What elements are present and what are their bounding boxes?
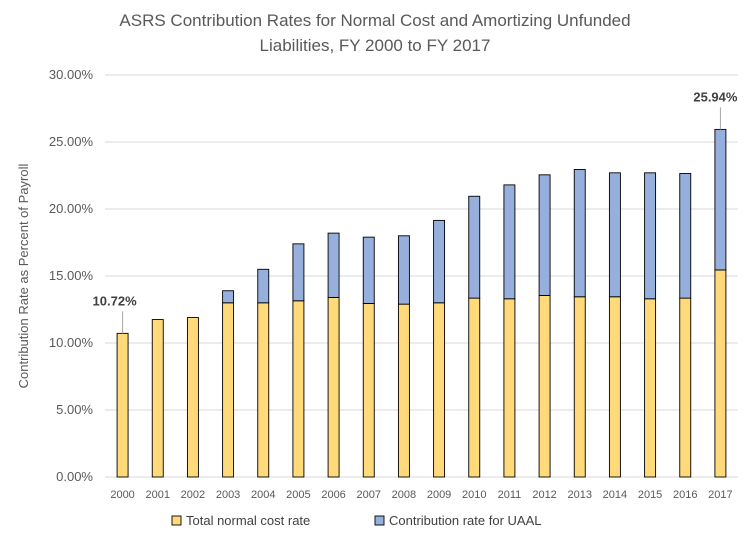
y-tick-label: 20.00% <box>49 201 94 216</box>
y-tick-label: 15.00% <box>49 268 94 283</box>
legend-label-2: Contribution rate for UAAL <box>389 513 541 528</box>
legend-label-1: Total normal cost rate <box>186 513 310 528</box>
bar-normal-cost-2017 <box>714 269 727 478</box>
y-tick-label: 30.00% <box>49 67 94 82</box>
x-tick-label: 2001 <box>146 489 170 501</box>
bar-normal-cost-2010 <box>468 297 481 478</box>
bar-normal-cost-2007 <box>362 303 375 478</box>
x-tick-label: 2005 <box>286 489 310 501</box>
y-tick-label: 5.00% <box>56 402 93 417</box>
legend-swatch-2 <box>374 515 385 526</box>
x-tick-label: 2007 <box>357 489 381 501</box>
x-tick-label: 2006 <box>321 489 345 501</box>
y-axis-label: Contribution Rate as Percent of Payroll <box>16 164 31 389</box>
x-tick-label: 2002 <box>181 489 205 501</box>
series-2 <box>222 128 727 305</box>
x-tick-label: 2016 <box>673 489 697 501</box>
bar-normal-cost-2005 <box>292 300 305 478</box>
y-tick-label: 0.00% <box>56 469 93 484</box>
bar-uaal-2006 <box>327 232 340 298</box>
y-tick-label: 10.00% <box>49 335 94 350</box>
x-tick-label: 2014 <box>603 489 627 501</box>
y-axis-ticks: 0.00% 5.00% 10.00% 15.00% 20.00% 25.00% 30.00% <box>49 67 94 484</box>
data-labels: 10.72% 25.94% <box>93 89 738 334</box>
x-tick-label: 2000 <box>110 489 134 501</box>
x-tick-label: 2003 <box>216 489 240 501</box>
x-tick-label: 2008 <box>392 489 416 501</box>
bar-normal-cost-2002 <box>186 317 199 478</box>
x-tick-label: 2010 <box>462 489 486 501</box>
bar-normal-cost-2011 <box>503 298 516 478</box>
bar-normal-cost-2008 <box>397 303 410 478</box>
bar-uaal-2010 <box>468 195 481 299</box>
x-tick-label: 2017 <box>708 489 732 501</box>
series-1 <box>116 269 727 478</box>
bar-normal-cost-2012 <box>538 294 551 478</box>
chart-title-line-1: ASRS Contribution Rates for Normal Cost … <box>119 11 630 30</box>
x-tick-label: 2011 <box>498 489 522 501</box>
legend-swatch-1 <box>171 515 182 526</box>
bar-uaal-2013 <box>573 169 586 298</box>
chart-title-line-2: Liabilities, FY 2000 to FY 2017 <box>260 36 491 55</box>
bar-normal-cost-2006 <box>327 296 340 478</box>
x-tick-label: 2012 <box>532 489 556 501</box>
bar-uaal-2009 <box>433 219 446 304</box>
bar-normal-cost-2009 <box>433 302 446 478</box>
x-tick-label: 2015 <box>638 489 662 501</box>
data-label-2017: 25.94% <box>693 89 738 104</box>
bar-uaal-2014 <box>608 172 621 298</box>
bar-normal-cost-2004 <box>257 302 270 478</box>
x-tick-label: 2004 <box>251 489 275 501</box>
bar-normal-cost-2015 <box>644 298 657 478</box>
bar-uaal-2005 <box>292 243 305 302</box>
bar-uaal-2017 <box>714 128 727 271</box>
bar-uaal-2016 <box>679 173 692 299</box>
bar-uaal-2003 <box>222 290 235 304</box>
legend: Total normal cost rate Contribution rate … <box>171 513 541 528</box>
bar-normal-cost-2014 <box>608 296 621 478</box>
bar-normal-cost-2000 <box>116 332 129 478</box>
bar-uaal-2011 <box>503 184 516 300</box>
bar-uaal-2015 <box>644 172 657 300</box>
bar-normal-cost-2001 <box>151 319 164 478</box>
bar-uaal-2012 <box>538 174 551 296</box>
x-tick-label: 2013 <box>568 489 592 501</box>
bars <box>116 128 727 478</box>
x-axis-ticks: 2000 2001 2002 2003 2004 2005 2006 2007 2008 2009… <box>110 489 732 501</box>
bar-normal-cost-2003 <box>222 302 235 478</box>
gridlines <box>105 74 738 478</box>
bar-normal-cost-2016 <box>679 297 692 478</box>
bar-uaal-2004 <box>257 268 270 304</box>
y-tick-label: 25.00% <box>49 134 94 149</box>
bar-uaal-2008 <box>397 235 410 305</box>
x-tick-label: 2009 <box>427 489 451 501</box>
data-label-2000: 10.72% <box>93 293 138 308</box>
bar-normal-cost-2013 <box>573 296 586 478</box>
bar-uaal-2007 <box>362 236 375 304</box>
